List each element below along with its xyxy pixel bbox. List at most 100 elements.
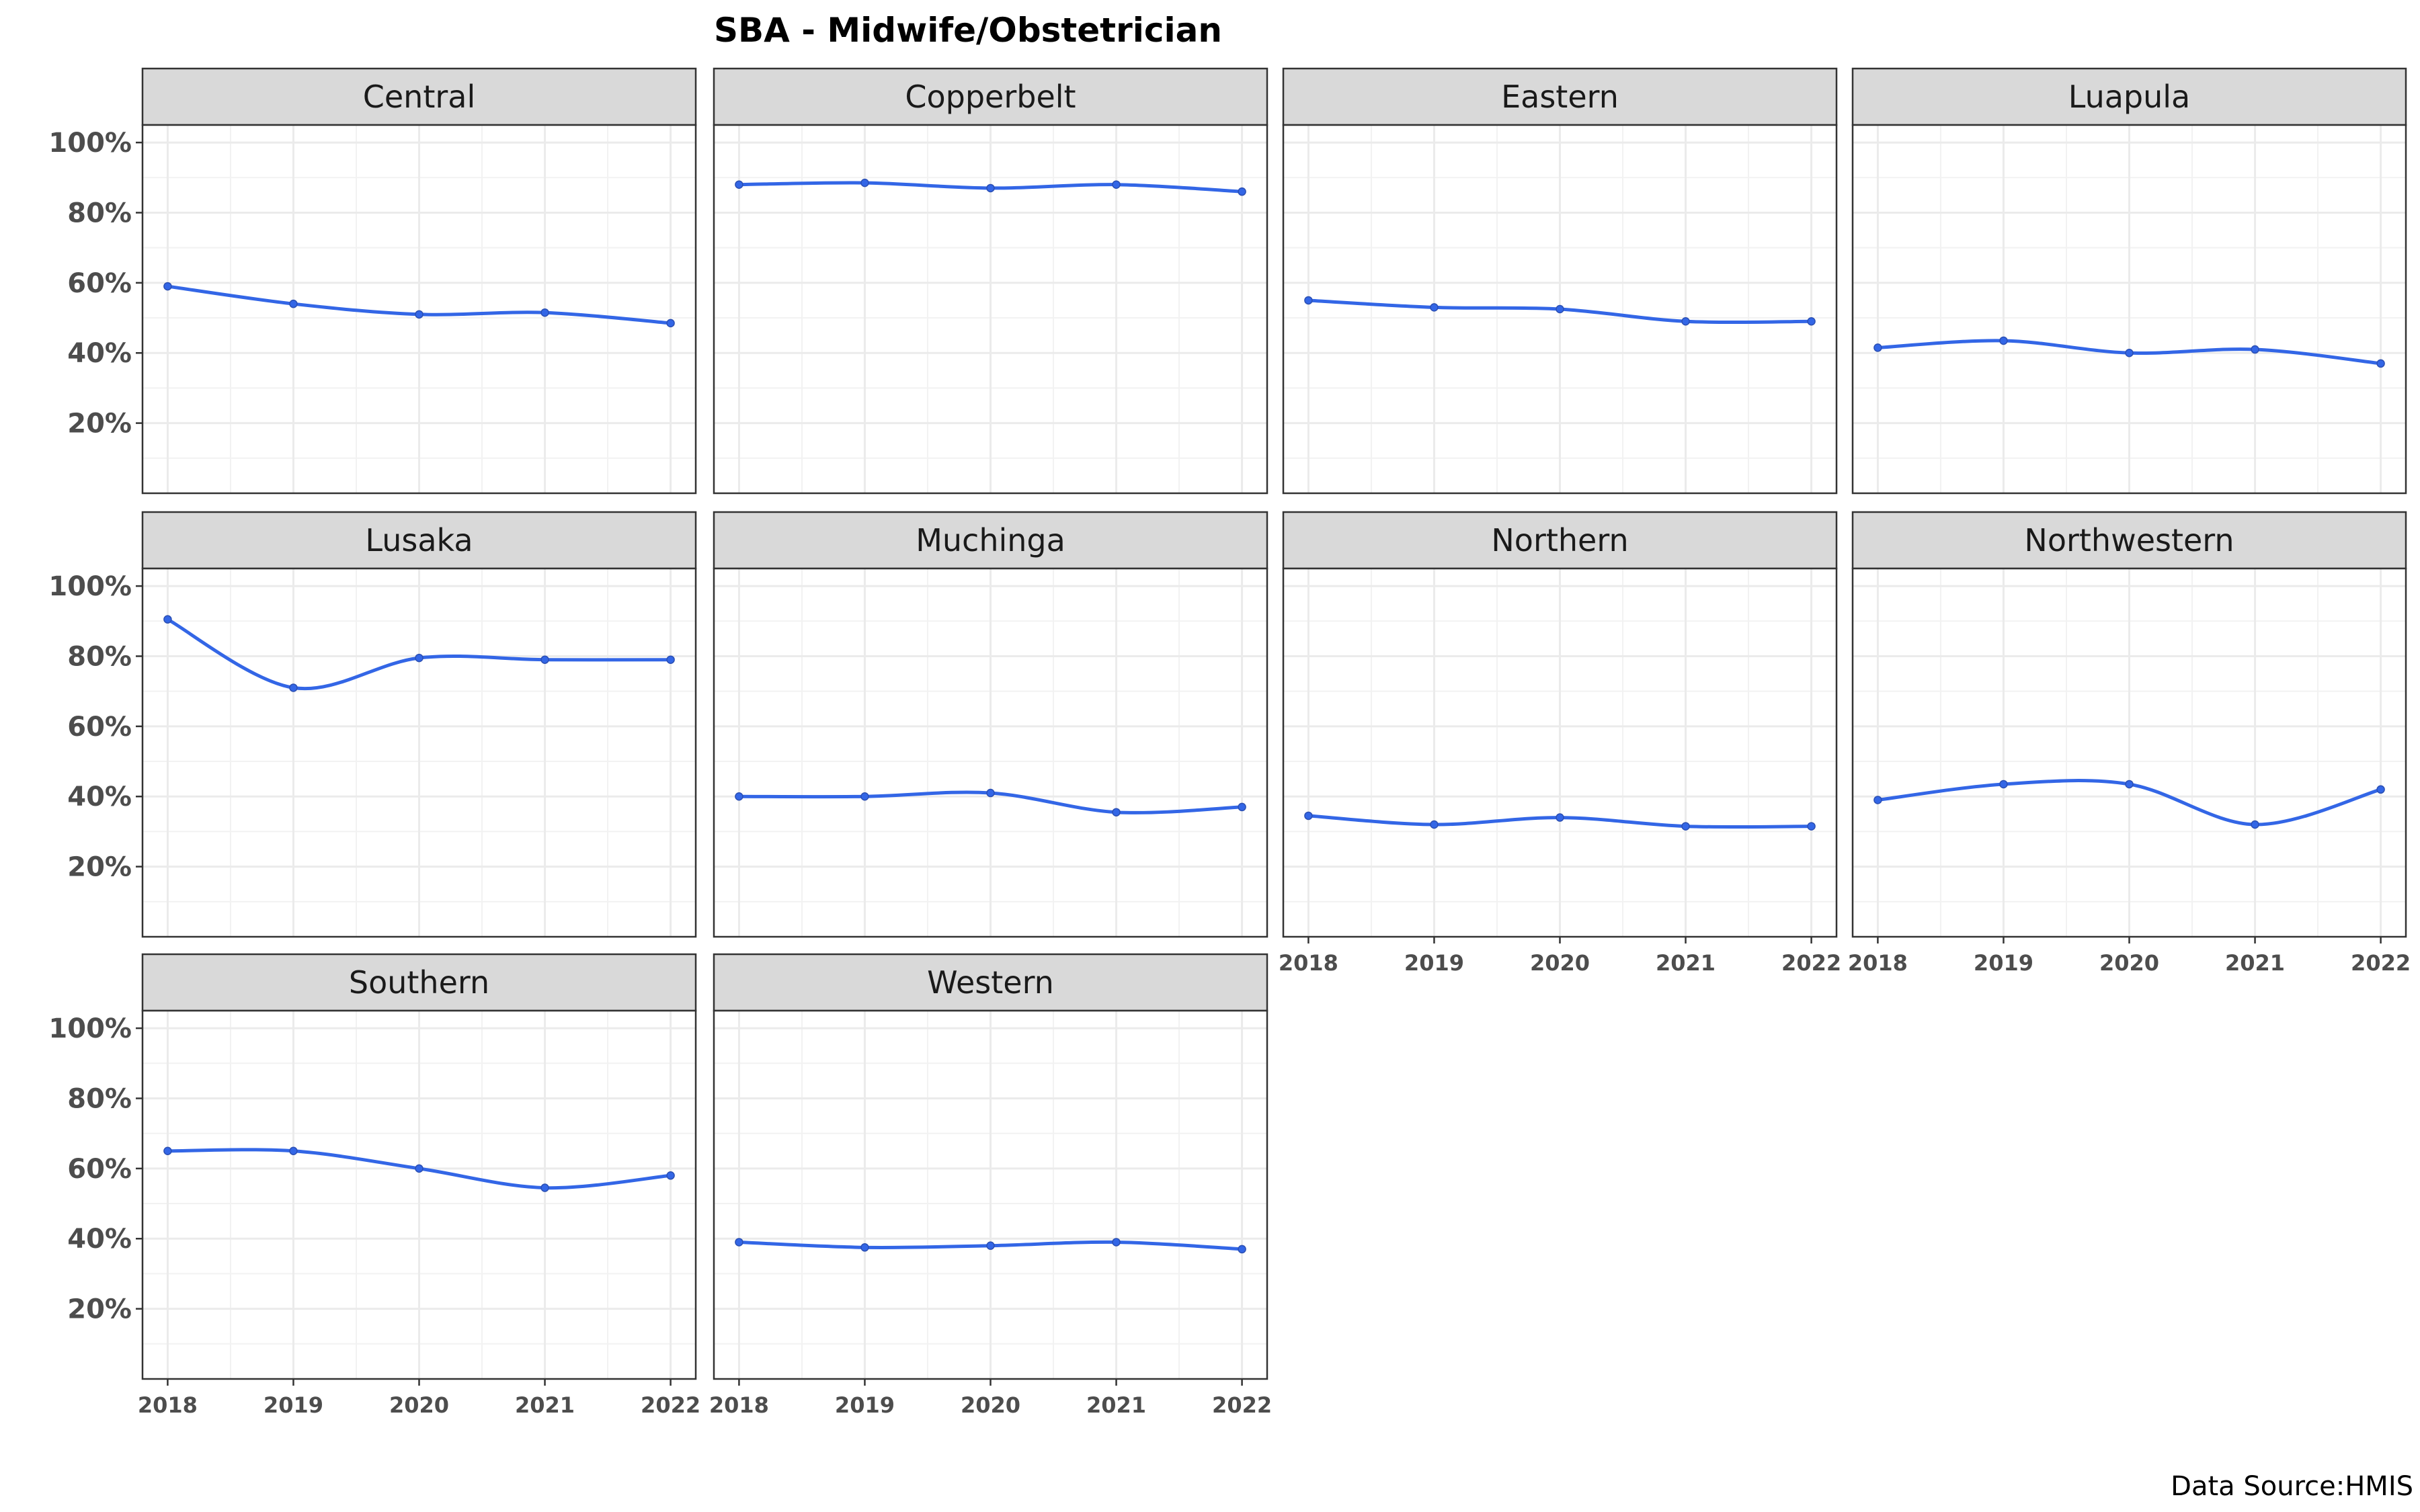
x-tick-label: 2018 — [1279, 950, 1338, 976]
y-tick-label: 40% — [67, 1224, 132, 1255]
x-tick-label: 2020 — [2099, 950, 2159, 976]
x-tick-label: 2018 — [1848, 950, 1908, 976]
data-point-luapula-2021 — [2251, 345, 2259, 354]
x-tick-label: 2018 — [138, 1392, 198, 1418]
y-tick-label: 80% — [67, 641, 132, 672]
data-point-western-2022 — [1238, 1245, 1246, 1254]
data-point-copperbelt-2020 — [986, 183, 995, 193]
y-tick-label: 60% — [67, 712, 132, 743]
data-point-northern-2019 — [1430, 820, 1439, 829]
data-point-southern-2019 — [289, 1146, 298, 1156]
data-point-lusaka-2020 — [415, 653, 424, 663]
x-tick-label: 2019 — [1404, 950, 1464, 976]
data-point-western-2021 — [1112, 1238, 1121, 1247]
strip-label-northern: Northern — [1491, 522, 1628, 558]
strip-northwestern — [1851, 511, 2407, 570]
panel-western: Western 2018 2019 2020 2021 2022 — [709, 953, 1272, 1418]
data-point-northwestern-2019 — [1999, 780, 2008, 789]
data-point-eastern-2018 — [1304, 296, 1313, 305]
data-point-eastern-2019 — [1430, 303, 1439, 312]
strip-southern — [141, 953, 697, 1012]
panel-northern: Northern 2018 2019 2020 2021 2022 — [1279, 511, 1841, 976]
data-point-northern-2022 — [1807, 822, 1816, 831]
data-point-lusaka-2018 — [163, 615, 172, 624]
data-point-central-2021 — [540, 308, 549, 317]
strip-lusaka — [141, 511, 697, 570]
data-point-northern-2018 — [1304, 811, 1313, 821]
x-tick-label: 2019 — [1974, 950, 2033, 976]
data-point-muchinga-2021 — [1112, 808, 1121, 816]
y-tick-label: 100% — [48, 128, 132, 159]
data-point-luapula-2020 — [2125, 348, 2134, 358]
data-point-lusaka-2022 — [666, 655, 675, 664]
panel-border — [1282, 124, 1838, 495]
x-tick-label: 2021 — [1656, 950, 1716, 976]
data-point-western-2019 — [860, 1243, 869, 1252]
data-source-caption: Data Source:HMIS — [2171, 1471, 2413, 1502]
data-point-muchinga-2019 — [860, 792, 869, 801]
y-tick-label: 40% — [67, 338, 132, 369]
data-point-lusaka-2019 — [289, 683, 298, 692]
panel-luapula: Luapula — [1851, 67, 2407, 495]
y-tick-label: 80% — [67, 1083, 132, 1114]
strip-label-lusaka: Lusaka — [365, 522, 473, 558]
data-point-northwestern-2020 — [2125, 780, 2134, 789]
data-point-northern-2021 — [1681, 822, 1690, 831]
strip-western — [713, 953, 1268, 1012]
strip-label-luapula: Luapula — [2068, 79, 2190, 115]
x-tick-label: 2020 — [1530, 950, 1590, 976]
data-point-northwestern-2018 — [1873, 796, 1882, 804]
data-point-eastern-2021 — [1681, 317, 1690, 326]
x-tick-label: 2021 — [515, 1392, 575, 1418]
panel-muchinga: Muchinga — [713, 511, 1268, 938]
data-point-muchinga-2022 — [1238, 802, 1246, 812]
y-tick-label: 20% — [67, 852, 132, 883]
data-point-copperbelt-2022 — [1238, 187, 1246, 196]
strip-muchinga — [713, 511, 1268, 570]
data-point-luapula-2019 — [1999, 336, 2008, 345]
data-point-luapula-2018 — [1873, 343, 1882, 352]
strip-eastern — [1282, 67, 1838, 126]
panel-border — [141, 124, 697, 495]
panel-eastern: Eastern — [1282, 67, 1838, 495]
x-tick-label: 2020 — [961, 1392, 1020, 1418]
strip-central — [141, 67, 697, 126]
data-point-copperbelt-2019 — [860, 178, 869, 187]
y-tick-label: 80% — [67, 198, 132, 228]
panel-lusaka: Lusaka 20% 40% 60% 80% 100% — [48, 511, 697, 938]
y-tick-label: 60% — [67, 1154, 132, 1185]
strip-label-central: Central — [363, 79, 476, 115]
data-point-southern-2020 — [415, 1164, 424, 1173]
panel-border — [1851, 124, 2407, 495]
x-tick-label: 2022 — [1212, 1392, 1272, 1418]
strip-label-northwestern: Northwestern — [2024, 522, 2234, 558]
y-tick-label: 40% — [67, 782, 132, 812]
data-point-southern-2021 — [540, 1183, 549, 1192]
x-tick-label: 2022 — [641, 1392, 700, 1418]
strip-label-eastern: Eastern — [1501, 79, 1619, 115]
x-tick-label: 2019 — [264, 1392, 323, 1418]
data-point-lusaka-2021 — [540, 655, 549, 664]
x-tick-label: 2019 — [835, 1392, 895, 1418]
strip-label-muchinga: Muchinga — [916, 522, 1065, 558]
data-point-central-2022 — [666, 319, 675, 328]
y-tick-label: 60% — [67, 268, 132, 299]
data-point-eastern-2022 — [1807, 317, 1816, 326]
x-tick-label: 2021 — [1086, 1392, 1146, 1418]
data-point-southern-2018 — [163, 1146, 172, 1156]
y-tick-label: 100% — [48, 571, 132, 602]
data-point-northern-2020 — [1556, 813, 1564, 822]
x-tick-label: 2018 — [709, 1392, 769, 1418]
x-tick-label: 2022 — [2351, 950, 2411, 976]
data-point-northwestern-2021 — [2251, 820, 2259, 829]
data-point-copperbelt-2018 — [735, 180, 743, 189]
panel-central: Central 20% 40% 60% 80% 100% — [48, 67, 697, 495]
y-tick-label: 20% — [67, 1294, 132, 1325]
strip-luapula — [1851, 67, 2407, 126]
data-point-muchinga-2020 — [986, 788, 995, 798]
data-point-luapula-2022 — [2376, 359, 2385, 368]
panel-southern: Southern 20% 40% 60% 80% 100% 2018 2019 2020 2021… — [48, 953, 700, 1418]
data-point-central-2019 — [289, 299, 298, 308]
